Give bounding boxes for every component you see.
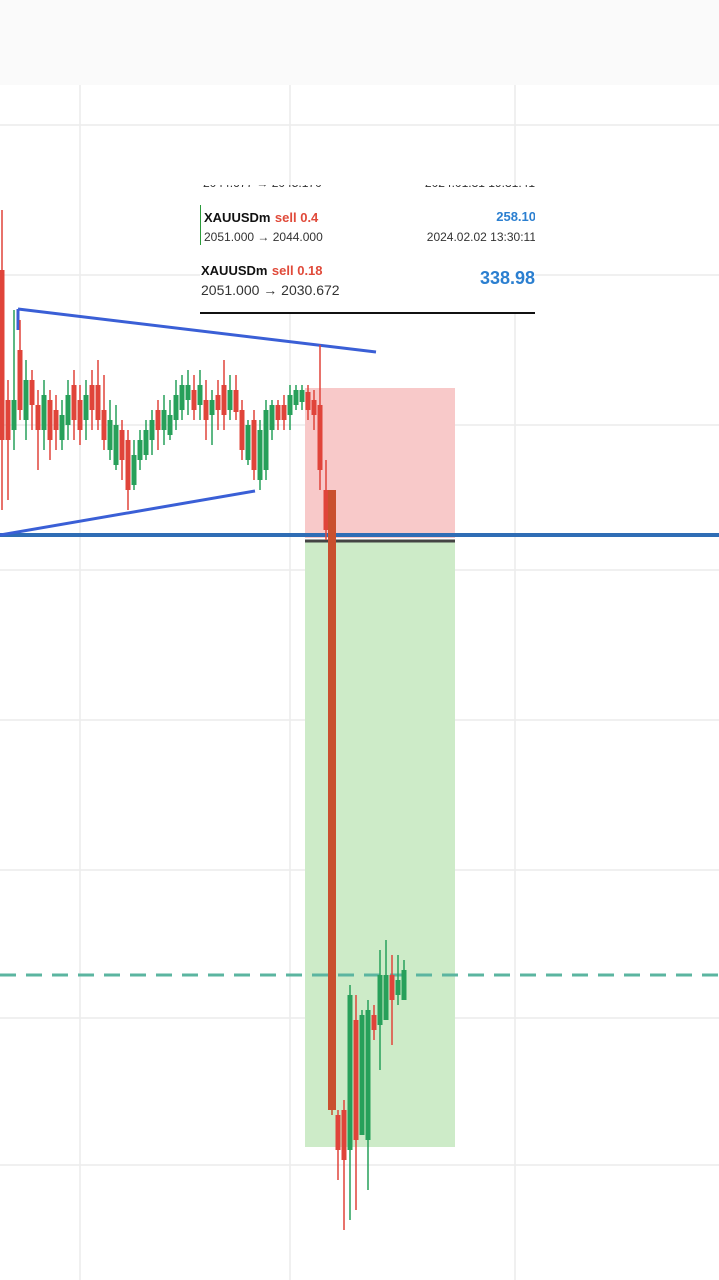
candle-body [71, 385, 77, 420]
candle-body [137, 440, 143, 460]
candle-body [29, 380, 35, 405]
candle-body [113, 425, 119, 465]
candle-body [215, 395, 221, 410]
candle-body [35, 405, 41, 430]
trade-symbol: XAUUSDm [201, 263, 268, 278]
candle-body [143, 430, 149, 455]
candle-body [203, 400, 209, 420]
trade-prices: 2044.677 → 2045.170 [203, 185, 322, 190]
candle-body [53, 410, 59, 430]
candle-body [89, 385, 95, 410]
candle-body [167, 415, 173, 435]
candle-body [23, 380, 29, 420]
trade-time: 2024.01.31 19:31:41 [425, 185, 535, 190]
trade-row: 2044.677 → 2045.170 2024.01.31 19:31:41 [200, 185, 535, 192]
candle-body [299, 390, 305, 402]
candle-body [287, 395, 293, 415]
candle-body [305, 392, 311, 410]
candle-body [323, 490, 329, 530]
candle-body [83, 395, 89, 420]
candle-body [233, 390, 239, 412]
candle-body [185, 385, 191, 400]
trade-prices: 2051.000 → 2044.000 [204, 230, 323, 244]
candle-body [269, 405, 275, 430]
trade-prices: 2051.000 → 2030.672 [201, 282, 340, 298]
candle-body [341, 1110, 347, 1160]
candle-body [107, 420, 113, 450]
trade-side: sell 0.18 [271, 263, 323, 278]
candle-body [221, 385, 227, 415]
candle-body [227, 390, 233, 410]
candle-body [281, 405, 287, 420]
candle-body [0, 270, 5, 440]
trade-row[interactable]: XAUUSDm sell 0.4 258.10 2051.000 → 2044.… [200, 205, 535, 245]
candle-body [179, 385, 185, 410]
trade-list: 2044.677 → 2045.170 2024.01.31 19:31:41 … [200, 185, 535, 314]
candle-body [365, 1010, 371, 1140]
candle-body [328, 490, 336, 1110]
candle-body [119, 430, 125, 460]
trade-time: 2024.02.02 13:30:11 [426, 230, 535, 244]
candle-body [5, 400, 11, 440]
candle-body [59, 415, 65, 440]
candle-body [101, 410, 107, 440]
trade-profit: 338.98 [479, 268, 535, 288]
candle-body [275, 405, 281, 420]
candle-body [131, 455, 137, 485]
candle-body [335, 1115, 341, 1150]
trade-profit: 258.10 [496, 209, 535, 224]
candle-body [161, 410, 167, 430]
candle-body [293, 390, 299, 405]
candle-body [371, 1015, 377, 1030]
candles [0, 210, 407, 1230]
candle-body [347, 995, 353, 1150]
candle-body [263, 410, 269, 470]
candle-body [401, 970, 407, 1000]
triangle-pattern [0, 307, 377, 537]
candle-body [11, 400, 17, 430]
candle-body [245, 425, 251, 460]
candle-body [65, 395, 71, 425]
candle-body [209, 400, 215, 415]
candle-body [17, 350, 23, 410]
status-area [0, 0, 719, 85]
candle-body [47, 400, 53, 440]
candle-body [377, 975, 383, 1025]
candle-body [389, 975, 395, 1000]
candle-body [359, 1015, 365, 1135]
candle-body [317, 405, 323, 470]
candle-body [251, 420, 257, 470]
candle-body [257, 430, 263, 480]
candle-body [41, 395, 47, 430]
candle-body [77, 400, 83, 430]
candle-body [155, 410, 161, 430]
candle-body [239, 410, 245, 450]
candle-body [191, 390, 197, 410]
candle-body [353, 1020, 359, 1140]
candle-body [383, 975, 389, 1020]
trade-row[interactable]: XAUUSDm sell 0.18 338.98 2051.000 → 2030… [200, 260, 535, 302]
candle-body [197, 385, 203, 405]
candle-body [95, 385, 101, 420]
candle-body [311, 400, 317, 415]
candle-body [149, 420, 155, 440]
candle-body [125, 440, 131, 490]
trade-symbol: XAUUSDm [204, 210, 271, 225]
candle-body [395, 980, 401, 995]
trade-side: sell 0.4 [274, 210, 319, 225]
candle-body [173, 395, 179, 420]
